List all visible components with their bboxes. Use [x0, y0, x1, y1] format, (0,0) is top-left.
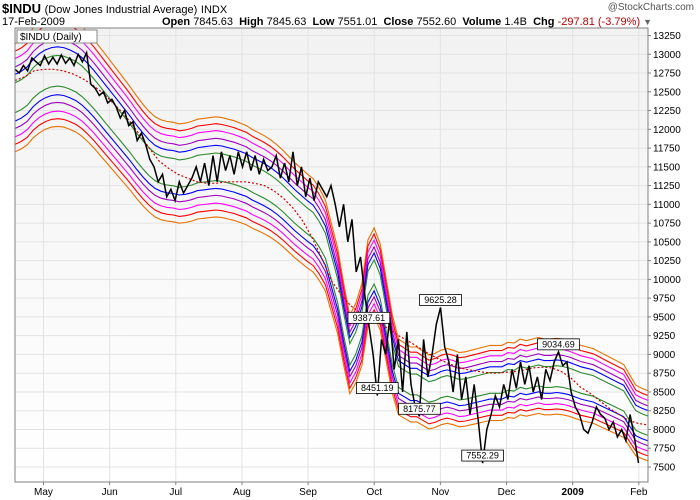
x-tick-label: Jun [102, 487, 118, 498]
x-tick-label: Sep [299, 487, 317, 498]
x-tick-label: 2009 [562, 487, 585, 498]
envelope-band-line [15, 38, 648, 407]
y-tick-label: 8000 [653, 425, 676, 436]
callout-label: 8175.77 [403, 404, 436, 414]
low-label: Low [312, 16, 335, 28]
y-tick-label: 10750 [653, 219, 681, 230]
y-tick-label: 10000 [653, 275, 681, 286]
high-value: 7845.63 [266, 16, 307, 28]
y-tick-label: 11750 [653, 144, 681, 155]
callout-box [398, 402, 441, 415]
series-layer [15, 28, 648, 464]
y-tick-label: 9750 [653, 294, 676, 305]
y-tick-label: 11500 [653, 162, 681, 173]
legend: $INDU (Daily) [16, 29, 98, 44]
y-tick-label: 12250 [653, 106, 681, 117]
chg-value: -297.81 (-3.79%) [557, 16, 641, 28]
y-tick-label: 13250 [653, 31, 681, 42]
callout-box [537, 338, 580, 351]
callout-label: 9387.61 [353, 313, 386, 323]
callout-label: 9034.69 [542, 339, 575, 349]
callout-label: 8451.19 [361, 383, 394, 393]
chart-title: $INDU (Dow Jones Industrial Average) IND… [2, 1, 227, 16]
x-tick-label: Dec [498, 487, 516, 498]
callout-box [347, 311, 391, 324]
y-tick-label: 9000 [653, 350, 676, 361]
callout-box [461, 449, 504, 462]
legend-label: $INDU (Daily) [20, 32, 82, 43]
legend-box [16, 29, 98, 44]
callout-box [419, 294, 462, 306]
y-tick-label: 7750 [653, 444, 676, 455]
envelope-band-line [15, 46, 648, 412]
y-tick-label: 11250 [653, 181, 681, 192]
index-name: (Dow Jones Industrial Average) [44, 4, 198, 16]
volume-label: Volume [462, 16, 502, 28]
ohlc-summary: Open 7845.63 High 7845.63 Low 7551.01 Cl… [162, 16, 652, 28]
x-tick-label: Nov [431, 487, 449, 498]
envelope-band-line [15, 125, 648, 462]
x-tick-label: Jul [169, 487, 182, 498]
envelope-band-line [15, 118, 648, 457]
callouts: 9387.61 8451.19 8175.77 9625.28 7552.29 9034.… [347, 294, 580, 462]
y-tick-label: 9500 [653, 312, 676, 323]
y-tick-label: 12500 [653, 87, 681, 98]
y-tick-label: 10500 [653, 237, 681, 248]
callout-label: 9625.28 [424, 295, 457, 305]
exchange: INDX [200, 4, 228, 16]
x-axis: May Jun Jul Aug Sep Oct Nov Dec 2009 Feb [34, 482, 648, 498]
x-tick-label: Oct [366, 487, 382, 498]
price-line [15, 50, 640, 464]
low-value: 7551.01 [337, 16, 378, 28]
y-tick-label: 8750 [653, 369, 676, 380]
moving-average-line [15, 68, 648, 426]
y-tick-label: 12000 [653, 125, 681, 136]
chg-label: Chg [533, 16, 555, 28]
callout-label: 7552.29 [466, 451, 499, 461]
envelope-inner-line [15, 54, 648, 417]
close-value: 7552.60 [416, 16, 457, 28]
open-label: Open [162, 16, 191, 28]
x-tick-label: Aug [233, 487, 251, 498]
y-tick-label: 9250 [653, 331, 676, 342]
y-tick-label: 13000 [653, 50, 681, 61]
y-axis: 7500 7750 8000 8250 8500 8750 9000 9250 9500 9750… [648, 31, 681, 473]
close-label: Close [383, 16, 414, 28]
x-tick-label: May [34, 487, 53, 498]
high-label: High [239, 16, 264, 28]
y-tick-label: 8500 [653, 387, 676, 398]
dropdown-triangle-icon[interactable]: ▼ [643, 17, 653, 27]
volume-value: 1.4B [504, 16, 527, 28]
y-tick-label: 11000 [653, 200, 681, 211]
y-tick-label: 8250 [653, 406, 676, 417]
envelope-inner-line [15, 85, 648, 436]
y-tick-label: 10250 [653, 256, 681, 267]
plot-frame [14, 27, 649, 483]
x-tick-label: Feb [630, 487, 648, 498]
envelope-band-line [15, 110, 648, 452]
symbol: $INDU [2, 1, 42, 16]
chart-date: 17-Feb-2009 [2, 16, 65, 28]
y-tick-label: 7500 [653, 462, 676, 473]
brand-watermark: @StockCharts.com [607, 2, 694, 13]
callout-box [356, 382, 399, 395]
y-tick-label: 12750 [653, 69, 681, 80]
open-value: 7845.63 [193, 16, 233, 28]
